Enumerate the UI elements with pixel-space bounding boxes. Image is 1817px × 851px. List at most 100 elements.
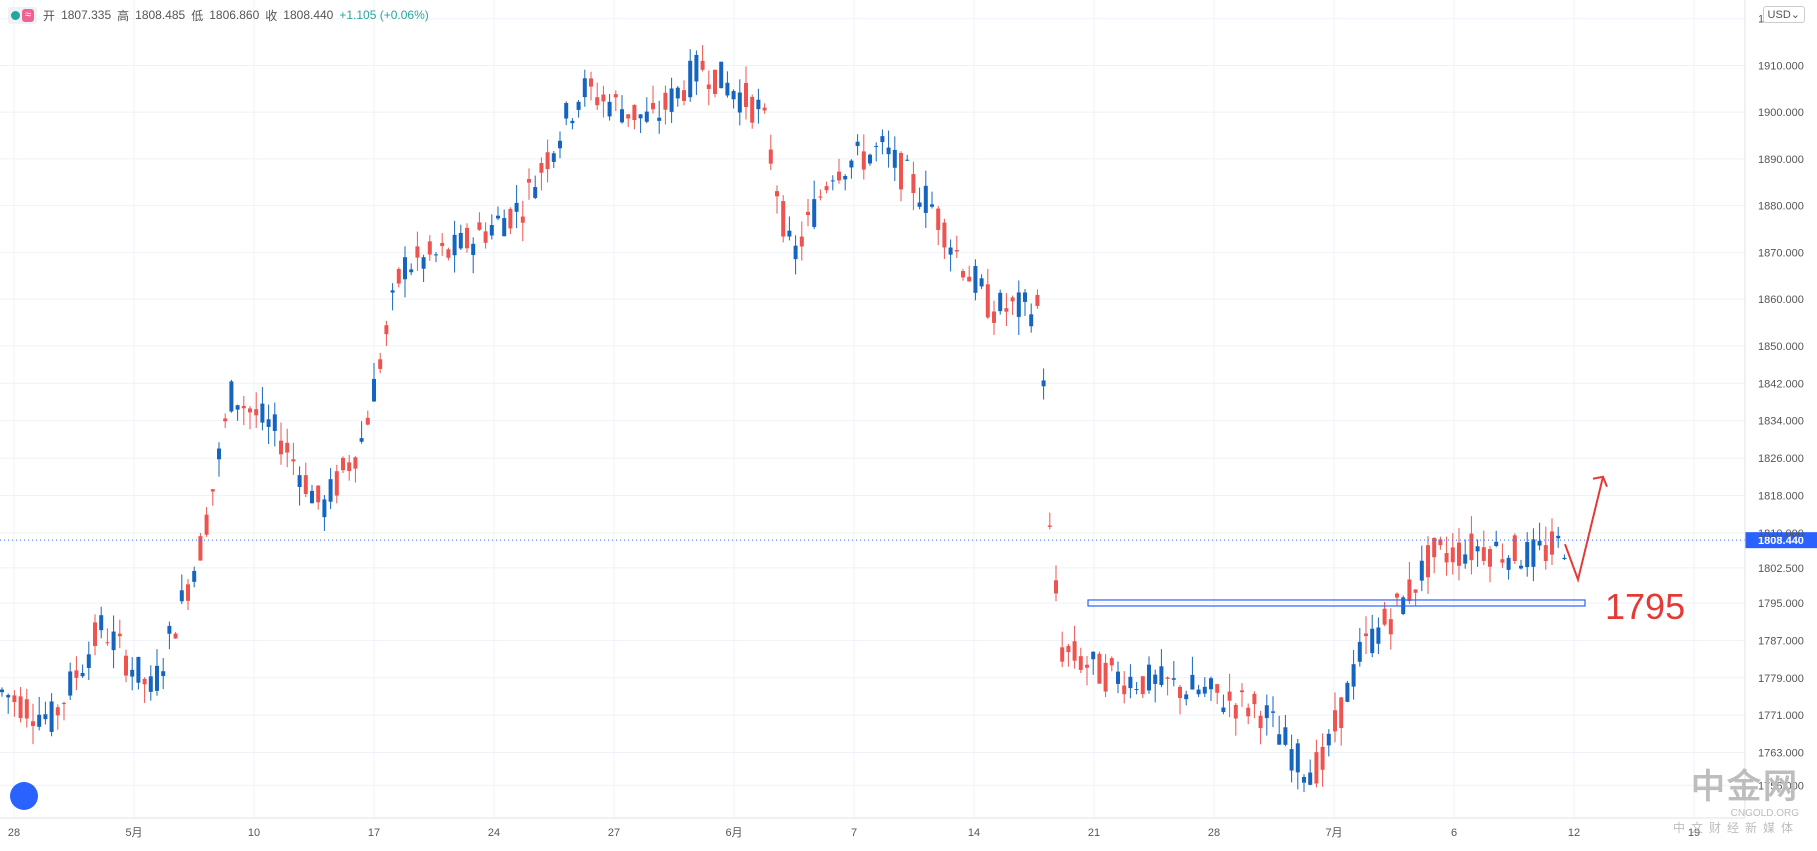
candle-body	[24, 699, 29, 719]
candle-body	[1258, 715, 1263, 729]
candle-body	[799, 236, 804, 247]
candle-body	[880, 136, 885, 143]
candle-body	[979, 278, 984, 287]
candle-body	[1209, 678, 1213, 690]
candle-body	[372, 378, 376, 402]
price-axis[interactable]: 1920.0001910.0001900.0001890.0001880.000…	[1744, 0, 1804, 818]
candle-body	[235, 405, 240, 410]
candle-body	[663, 92, 668, 110]
candle-body	[1190, 674, 1195, 690]
candle-body	[1364, 633, 1368, 637]
candle-body	[1047, 525, 1052, 527]
candle-body	[843, 175, 848, 180]
date-tick-label: 19	[1688, 827, 1700, 839]
candle-body	[1178, 686, 1182, 699]
date-tick-label: 10	[248, 827, 260, 839]
symbol-pill[interactable]: ≈	[8, 6, 38, 24]
candle-body	[241, 405, 246, 409]
price-tick-label: 1880.000	[1758, 201, 1804, 213]
candle-body	[86, 654, 91, 668]
candle-body	[1283, 727, 1288, 745]
candle-body	[558, 140, 562, 149]
price-tick-label: 1771.000	[1758, 710, 1804, 722]
candle-body	[1333, 710, 1337, 732]
candle-body	[1016, 292, 1021, 317]
candle-body	[1519, 565, 1523, 569]
candle-body	[1246, 707, 1251, 717]
candle-body	[217, 448, 221, 460]
watermark-main: 中金网	[1691, 768, 1799, 806]
date-tick-label: 7	[851, 827, 857, 839]
candle-body	[1184, 694, 1189, 700]
price-tick-label: 1910.000	[1758, 60, 1804, 72]
candle-body	[756, 99, 761, 110]
candle-body	[1351, 664, 1356, 687]
candle-body	[514, 202, 519, 212]
candle-body	[644, 111, 649, 122]
candle-body	[564, 103, 569, 119]
candle-body	[378, 359, 383, 369]
candle-body	[390, 290, 395, 293]
candle-body	[186, 584, 190, 601]
candle-body	[1109, 658, 1114, 666]
watermark-sub: CNGOLD.ORG	[1730, 808, 1799, 819]
candle-body	[985, 284, 990, 318]
candle-body	[1147, 664, 1151, 691]
candle-body	[1457, 542, 1461, 566]
candle-body	[1302, 776, 1306, 783]
candle-body	[1438, 539, 1443, 546]
candle-body	[489, 225, 494, 236]
candle-body	[936, 208, 941, 230]
low-value: 1806.860	[209, 8, 260, 22]
candle-body	[824, 186, 829, 191]
candle-body	[688, 60, 693, 98]
candle-body	[1376, 627, 1381, 644]
candle-body	[303, 475, 308, 495]
price-tick-label: 1900.000	[1758, 107, 1804, 119]
candle-body	[1252, 693, 1257, 705]
candle-body	[1122, 685, 1127, 695]
date-tick-label: 27	[608, 827, 620, 839]
candle-body	[638, 114, 643, 119]
candle-body	[204, 514, 209, 535]
candle-body	[1221, 707, 1226, 713]
currency-selector[interactable]: USD⌄	[1762, 6, 1805, 23]
candle-body	[1531, 539, 1536, 567]
candle-body	[917, 202, 922, 207]
open-label: 开	[43, 8, 56, 23]
candle-body	[961, 271, 965, 278]
candle-body	[657, 117, 662, 121]
candle-body	[1078, 656, 1083, 670]
watermark-tagline: 中文财经新媒体	[1672, 821, 1799, 835]
candle-body	[868, 154, 872, 164]
candle-body	[793, 245, 798, 260]
date-tick-label: 21	[1088, 827, 1100, 839]
candle-body	[1556, 535, 1561, 539]
price-tick-label: 1756.000	[1758, 780, 1804, 792]
candle-body	[167, 625, 172, 634]
date-tick-label: 5月	[125, 827, 142, 839]
candle-body	[124, 655, 128, 676]
time-axis[interactable]: 28 5月 10 17 24 27 6月 7 14 21 28 7月 6 12 19	[0, 817, 1745, 839]
price-tick-label: 1810.000	[1758, 528, 1804, 540]
candle-body	[452, 234, 457, 256]
candle-body	[37, 714, 42, 727]
candle-body	[737, 92, 742, 113]
candle-body	[1128, 676, 1133, 689]
candle-body	[254, 409, 259, 416]
price-tick-label: 1860.000	[1758, 294, 1804, 306]
candle-body	[1029, 314, 1034, 327]
candle-body	[210, 489, 215, 492]
grid	[0, 0, 1745, 818]
candle-body	[1450, 547, 1455, 563]
tradingview-logo-icon[interactable]	[10, 782, 38, 810]
last-price-label: 1808.440	[1758, 535, 1804, 547]
candle-body	[1165, 677, 1170, 679]
candle-body	[694, 54, 699, 82]
date-tick-label: 24	[488, 827, 500, 839]
candle-body	[1091, 651, 1096, 660]
candle-body	[539, 163, 544, 173]
candle-body	[874, 145, 879, 147]
